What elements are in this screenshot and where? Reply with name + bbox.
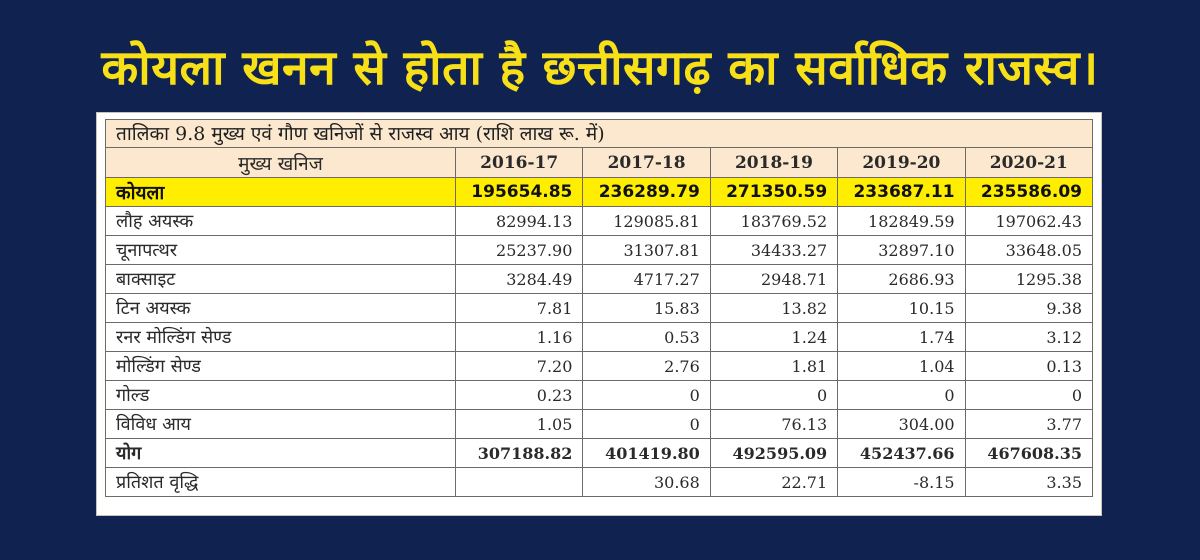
row-value: 401419.80 [582,438,711,468]
row-value: 0 [709,380,839,410]
row-label: लौह अयस्क [105,206,456,236]
row-value: 1.16 [454,322,584,352]
table-row: विविध आय 1.05 0 76.13 304.00 3.77 [105,409,1094,439]
table-row: टिन अयस्क 7.81 15.83 13.82 10.15 9.38 [105,293,1094,323]
row-value: 2948.71 [709,264,839,294]
row-value: 0 [964,380,1094,410]
row-value: 1.74 [837,322,966,352]
row-value: 0.13 [964,351,1094,381]
row-value: 236289.79 [582,177,711,207]
row-value: 195654.85 [454,177,584,207]
row-label: रनर मोल्डिंग सेण्ड [105,322,456,352]
row-value: 452437.66 [837,438,966,468]
row-label: गोल्ड [105,380,456,410]
header-year: 2020-21 [964,147,1094,178]
table-row: बाक्साइट 3284.49 4717.27 2948.71 2686.93… [105,264,1094,294]
header-year: 2018-19 [709,147,839,178]
row-value: 235586.09 [964,177,1094,207]
row-value: 31307.81 [582,235,711,265]
row-value: 82994.13 [454,206,584,236]
row-value: 3.77 [964,409,1094,439]
row-label: टिन अयस्क [105,293,456,323]
table-row: रनर मोल्डिंग सेण्ड 1.16 0.53 1.24 1.74 3… [105,322,1094,352]
row-value: 4717.27 [582,264,711,294]
row-value: 3284.49 [454,264,584,294]
row-label: चूनापत्थर [105,235,456,265]
table-row: मोल्डिंग सेण्ड 7.20 2.76 1.81 1.04 0.13 [105,351,1094,381]
table-row: चूनापत्थर 25237.90 31307.81 34433.27 328… [105,235,1094,265]
table-row-total: योग 307188.82 401419.80 492595.09 452437… [105,438,1094,468]
revenue-table-card: तालिका 9.8 मुख्य एवं गौण खनिजों से राजस्… [96,112,1102,516]
row-value: 197062.43 [964,206,1094,236]
row-value: 1.05 [454,409,584,439]
row-label: मोल्डिंग सेण्ड [105,351,456,381]
row-label: योग [105,438,456,468]
row-label: बाक्साइट [105,264,456,294]
row-value: 10.15 [837,293,966,323]
row-label: विविध आय [105,409,456,439]
row-value [454,467,584,497]
row-label: प्रतिशत वृद्धि [105,467,456,497]
row-value: 0 [582,409,711,439]
row-value: 0 [582,380,711,410]
header-year: 2017-18 [582,147,711,178]
row-value: 15.83 [582,293,711,323]
row-value: 271350.59 [709,177,839,207]
row-value: 0.23 [454,380,584,410]
header-year: 2019-20 [837,147,966,178]
revenue-table: मुख्य खनिज 2016-17 2017-18 2018-19 2019-… [105,147,1094,497]
row-value: 182849.59 [837,206,966,236]
row-value: 32897.10 [837,235,966,265]
header-year: 2016-17 [454,147,584,178]
row-value: 129085.81 [582,206,711,236]
row-value: 7.81 [454,293,584,323]
row-value: 34433.27 [709,235,839,265]
row-value: 467608.35 [964,438,1094,468]
row-value: 304.00 [837,409,966,439]
table-caption: तालिका 9.8 मुख्य एवं गौण खनिजों से राजस्… [105,119,1093,147]
row-value: 25237.90 [454,235,584,265]
row-value: 2686.93 [837,264,966,294]
table-row-growth: प्रतिशत वृद्धि 30.68 22.71 -8.15 3.35 [105,467,1094,497]
row-value: 9.38 [964,293,1094,323]
row-value: 1295.38 [964,264,1094,294]
row-value: 0.53 [582,322,711,352]
row-value: 1.04 [837,351,966,381]
header-mineral: मुख्य खनिज [105,147,456,178]
row-value: 3.35 [964,467,1094,497]
row-label: कोयला [105,177,456,207]
row-value: 76.13 [709,409,839,439]
row-value: 1.81 [709,351,839,381]
row-value: 30.68 [582,467,711,497]
row-value: 233687.11 [837,177,966,207]
row-value: 13.82 [709,293,839,323]
row-value: 492595.09 [709,438,839,468]
row-value: 183769.52 [709,206,839,236]
table-header-row: मुख्य खनिज 2016-17 2017-18 2018-19 2019-… [105,147,1094,178]
row-value: -8.15 [837,467,966,497]
table-row: लौह अयस्क 82994.13 129085.81 183769.52 1… [105,206,1094,236]
headline: कोयला खनन से होता है छत्तीसगढ़ का सर्वाध… [101,40,1099,96]
row-value: 33648.05 [964,235,1094,265]
table-row: गोल्ड 0.23 0 0 0 0 [105,380,1094,410]
row-value: 307188.82 [454,438,584,468]
row-value: 3.12 [964,322,1094,352]
row-value: 1.24 [709,322,839,352]
row-value: 7.20 [454,351,584,381]
row-value: 0 [837,380,966,410]
row-value: 22.71 [709,467,839,497]
row-value: 2.76 [582,351,711,381]
table-row-coal: कोयला 195654.85 236289.79 271350.59 2336… [105,177,1094,207]
